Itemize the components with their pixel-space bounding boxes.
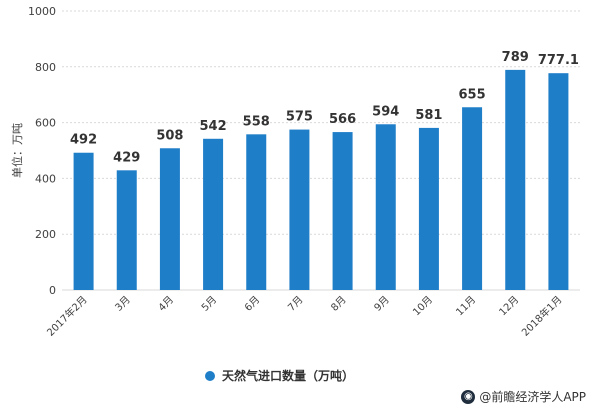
data-label: 429	[113, 150, 140, 165]
y-axis-title: 单位：万吨	[10, 123, 24, 178]
data-label: 594	[372, 104, 399, 119]
data-label: 777.1	[538, 53, 579, 68]
bar	[203, 138, 224, 290]
bar	[289, 129, 310, 290]
data-label: 566	[329, 112, 356, 127]
bar	[548, 73, 569, 290]
x-tick-label: 6月	[242, 294, 262, 314]
y-tick-label: 200	[35, 228, 56, 241]
x-tick-label: 2018年1月	[519, 293, 565, 339]
x-tick-label: 11月	[454, 294, 479, 319]
x-tick-label: 9月	[372, 294, 392, 314]
bar	[418, 127, 439, 290]
x-tick-label: 7月	[285, 294, 305, 314]
x-tick-label: 3月	[113, 294, 133, 314]
bar	[375, 124, 396, 290]
legend-label: 天然气进口数量（万吨）	[222, 368, 354, 383]
y-tick-label: 400	[35, 172, 56, 185]
data-label: 789	[502, 50, 529, 65]
brand-logo-icon: ◉	[461, 389, 476, 404]
data-label: 492	[70, 133, 97, 148]
x-tick-label: 4月	[156, 294, 176, 314]
y-tick-label: 600	[35, 117, 56, 130]
data-label: 508	[156, 128, 183, 143]
y-tick-label: 1000	[28, 5, 56, 18]
bar	[246, 134, 267, 290]
x-tick-label: 12月	[497, 294, 522, 319]
data-label: 581	[415, 108, 442, 123]
x-tick-label: 8月	[329, 294, 349, 314]
y-tick-label: 0	[49, 284, 56, 297]
bar	[505, 69, 526, 290]
legend-marker	[205, 371, 215, 381]
bar	[462, 107, 483, 290]
bar	[73, 152, 94, 290]
x-tick-label: 5月	[199, 294, 219, 314]
x-tick-label: 10月	[410, 294, 435, 319]
data-label: 655	[459, 87, 486, 102]
footer-credit: ◉ @前瞻经济学人APP	[461, 388, 586, 405]
data-label: 558	[243, 114, 270, 129]
bar	[116, 170, 137, 290]
bar	[159, 148, 180, 290]
data-label: 575	[286, 110, 313, 125]
bar	[332, 132, 353, 290]
data-label: 542	[200, 119, 227, 134]
credit-text: @前瞻经济学人APP	[479, 390, 586, 404]
x-tick-label: 2017年2月	[44, 293, 90, 339]
y-tick-label: 800	[35, 61, 56, 74]
